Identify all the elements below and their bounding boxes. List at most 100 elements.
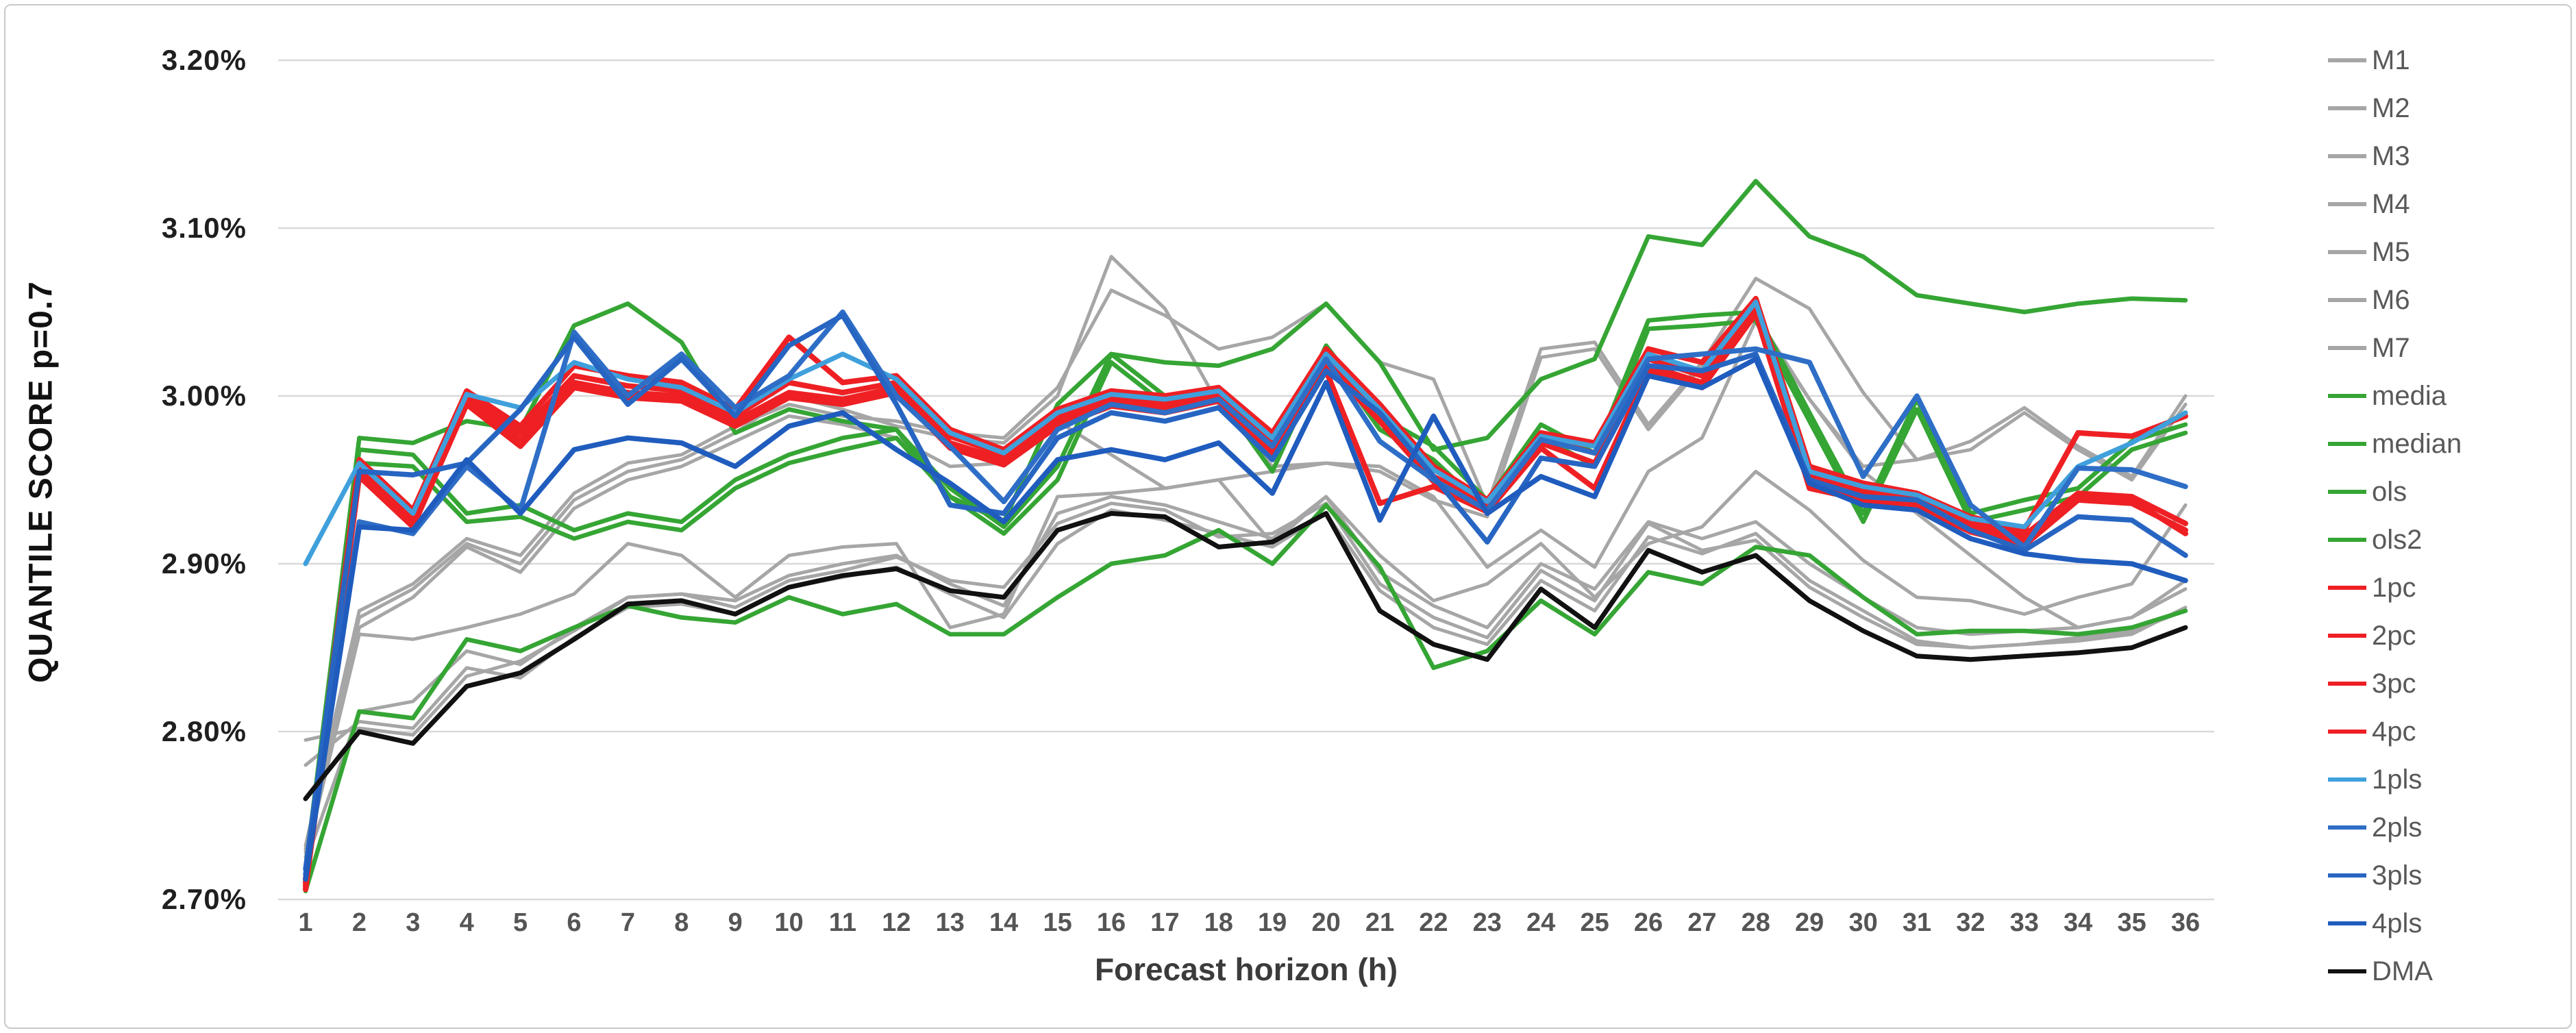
x-tick-label: 32 — [1956, 908, 1985, 937]
x-tick-label: 33 — [2009, 908, 2039, 937]
y-tick-label: 2.70% — [161, 883, 247, 915]
series-line-1pls — [303, 299, 2188, 567]
x-tick-label: 14 — [989, 908, 1019, 937]
legend-item-3pc: 3pc — [2328, 668, 2416, 699]
legend-item-ols2: ols2 — [2328, 524, 2422, 556]
series-line-M5 — [304, 495, 2188, 864]
series-line-2pls — [303, 309, 2188, 878]
legend-swatch-3pls — [2328, 873, 2366, 878]
x-tick-label: 35 — [2117, 908, 2146, 937]
x-tick-label: 20 — [1311, 908, 1341, 937]
legend-item-4pls: 4pls — [2328, 908, 2422, 939]
x-tick-label: 12 — [882, 908, 911, 937]
legend-label: 1pc — [2372, 573, 2416, 603]
legend-label: M3 — [2372, 141, 2410, 171]
legend-label: 1pls — [2372, 764, 2423, 795]
series-line-3pls — [303, 312, 2188, 872]
x-tick-label: 10 — [774, 908, 804, 937]
legend-swatch-median — [2328, 442, 2366, 446]
series-line-ols — [303, 318, 2188, 888]
x-tick-label: 5 — [513, 908, 528, 937]
x-tick-label: 21 — [1365, 908, 1395, 937]
x-tick-label: 29 — [1795, 908, 1824, 937]
legend-swatch-4pls — [2328, 921, 2366, 925]
x-tick-label: 19 — [1258, 908, 1287, 937]
legend-label: median — [2372, 429, 2462, 459]
legend-swatch-ols — [2328, 490, 2366, 494]
legend-label: M1 — [2372, 45, 2410, 75]
x-tick-label: 13 — [935, 908, 965, 937]
x-tick-label: 3 — [406, 908, 421, 937]
x-tick-label: 18 — [1204, 908, 1233, 937]
y-tick-label: 3.10% — [161, 212, 247, 244]
legend-swatch-M7 — [2328, 346, 2366, 350]
legend-label: 4pc — [2372, 717, 2416, 747]
legend-label: ols2 — [2372, 525, 2423, 555]
legend-label: M5 — [2372, 237, 2410, 267]
legend-label: M4 — [2372, 189, 2410, 219]
x-tick-label: 4 — [459, 908, 474, 937]
y-tick-label: 2.90% — [161, 547, 247, 580]
x-tick-label: 22 — [1419, 908, 1448, 937]
legend-swatch-M3 — [2328, 154, 2366, 158]
x-tick-label: 30 — [1848, 908, 1878, 937]
x-tick-label: 2 — [351, 908, 367, 937]
figure-border — [4, 4, 2572, 1029]
series-line-DMA — [303, 511, 2188, 801]
y-tick-label: 3.20% — [161, 44, 247, 76]
legend-item-M1: M1 — [2328, 45, 2410, 76]
y-axis-title: QUANTILE SCORE p=0.7 — [23, 281, 60, 683]
legend-item-M6: M6 — [2328, 284, 2410, 316]
x-tick-label: 15 — [1043, 908, 1072, 937]
x-tick-label: 34 — [2064, 908, 2093, 937]
legend-label: 4pls — [2372, 908, 2423, 938]
legend-item-2pls: 2pls — [2328, 812, 2422, 843]
legend-swatch-M1 — [2328, 58, 2366, 62]
legend-item-4pc: 4pc — [2328, 716, 2416, 747]
x-tick-label: 9 — [728, 908, 743, 937]
legend-label: M6 — [2372, 285, 2410, 315]
series-line-4pc — [303, 311, 2188, 893]
x-tick-label: 31 — [1902, 908, 1932, 937]
x-axis-title: Forecast horizon (h) — [1094, 951, 1398, 987]
legend-swatch-3pc — [2328, 682, 2366, 686]
legend-label: DMA — [2372, 956, 2433, 986]
legend-swatch-1pls — [2328, 777, 2366, 782]
x-tick-label: 17 — [1150, 908, 1180, 937]
legend-item-M4: M4 — [2328, 188, 2410, 220]
series-line-median — [303, 310, 2188, 882]
legend-label: media — [2372, 381, 2447, 411]
x-tick-label: 23 — [1472, 908, 1502, 937]
series-lines — [303, 179, 2188, 894]
x-tick-label: 27 — [1687, 908, 1717, 937]
x-tick-label: 36 — [2170, 908, 2201, 937]
legend-label: ols — [2372, 477, 2407, 507]
legend-label: M2 — [2372, 93, 2410, 123]
legend-label: 2pls — [2372, 812, 2423, 843]
x-tick-label: 16 — [1096, 908, 1126, 937]
x-tick-label: 28 — [1741, 908, 1770, 937]
legend-item-M5: M5 — [2328, 236, 2410, 268]
x-tick-label: 11 — [828, 908, 857, 937]
legend-swatch-4pc — [2328, 730, 2366, 734]
legend-item-1pls: 1pls — [2328, 764, 2422, 795]
legend-item-3pls: 3pls — [2328, 860, 2422, 891]
legend-swatch-2pc — [2328, 634, 2366, 638]
series-line-M4 — [304, 469, 2188, 860]
legend-swatch-M2 — [2328, 106, 2366, 110]
legend-item-media: media — [2328, 380, 2447, 412]
x-tick-label: 26 — [1633, 908, 1663, 937]
x-tick-label: 1 — [298, 908, 313, 937]
x-tick-label: 6 — [567, 908, 582, 937]
legend-swatch-M4 — [2328, 202, 2366, 206]
x-tick-label: 24 — [1526, 908, 1556, 937]
legend-item-M3: M3 — [2328, 140, 2410, 172]
legend-label: M7 — [2372, 333, 2410, 363]
legend-swatch-M5 — [2328, 250, 2366, 254]
legend-item-M7: M7 — [2328, 332, 2410, 364]
legend-item-DMA: DMA — [2328, 956, 2433, 987]
legend-swatch-media — [2328, 394, 2366, 398]
y-tick-label: 3.00% — [161, 379, 247, 412]
series-line-M1 — [304, 277, 2188, 848]
